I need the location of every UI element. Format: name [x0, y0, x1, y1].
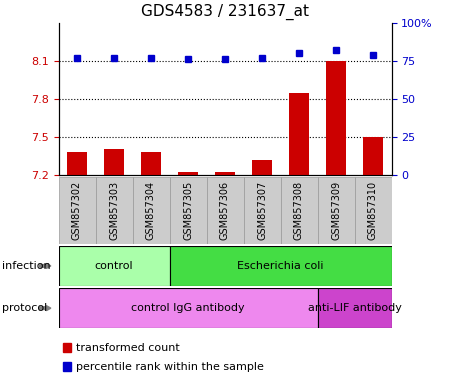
Bar: [141, 152, 161, 175]
Bar: [104, 149, 124, 175]
Bar: [178, 172, 198, 175]
Bar: [170, 177, 207, 244]
Bar: [243, 177, 280, 244]
Bar: [170, 246, 392, 286]
Text: percentile rank within the sample: percentile rank within the sample: [76, 362, 264, 372]
Bar: [95, 177, 132, 244]
Bar: [326, 61, 346, 175]
Text: GSM857309: GSM857309: [331, 181, 341, 240]
Text: GSM857302: GSM857302: [72, 180, 82, 240]
Bar: [67, 152, 87, 175]
Text: GSM857303: GSM857303: [109, 181, 119, 240]
Text: GSM857310: GSM857310: [368, 181, 378, 240]
Text: GSM857307: GSM857307: [257, 180, 267, 240]
Bar: [355, 177, 392, 244]
Text: protocol: protocol: [2, 303, 48, 313]
Bar: [318, 177, 355, 244]
Text: infection: infection: [2, 261, 51, 271]
Text: GSM857306: GSM857306: [220, 181, 230, 240]
Bar: [132, 177, 170, 244]
Text: GSM857305: GSM857305: [183, 180, 193, 240]
Bar: [363, 137, 383, 175]
Bar: [252, 160, 272, 175]
Text: control IgG antibody: control IgG antibody: [131, 303, 245, 313]
Bar: [58, 246, 170, 286]
Bar: [280, 177, 318, 244]
Bar: [58, 177, 95, 244]
Bar: [318, 288, 392, 328]
Text: GSM857304: GSM857304: [146, 181, 156, 240]
Text: GSM857308: GSM857308: [294, 181, 304, 240]
Bar: [289, 93, 309, 175]
Title: GDS4583 / 231637_at: GDS4583 / 231637_at: [141, 4, 309, 20]
Bar: [207, 177, 243, 244]
Bar: [215, 172, 235, 175]
Text: anti-LIF antibody: anti-LIF antibody: [307, 303, 401, 313]
Bar: [58, 288, 318, 328]
Text: transformed count: transformed count: [76, 343, 180, 353]
Text: control: control: [94, 261, 133, 271]
Text: Escherichia coli: Escherichia coli: [237, 261, 324, 271]
